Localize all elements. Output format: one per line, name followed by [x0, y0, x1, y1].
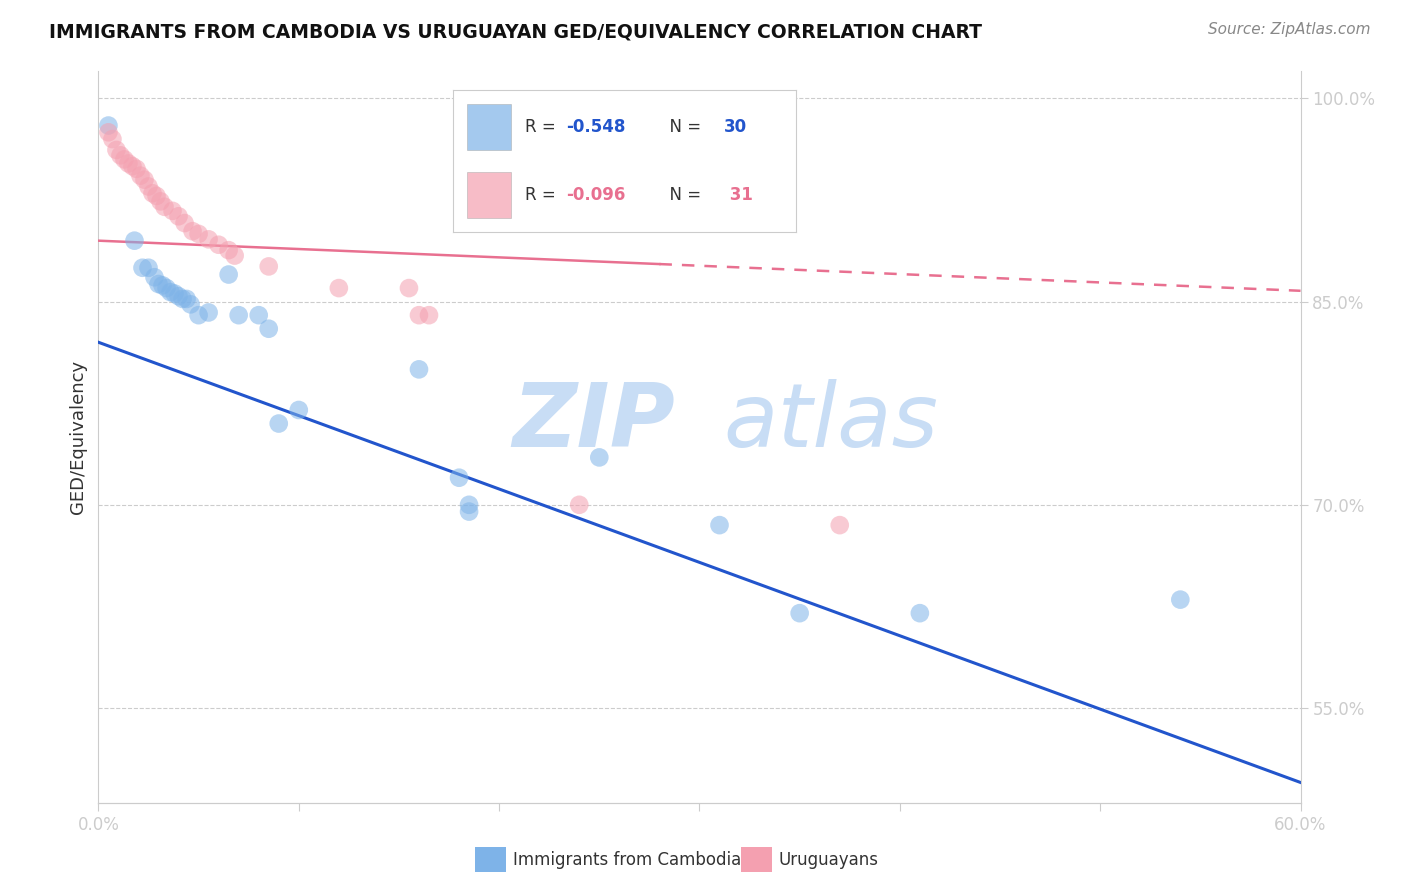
Point	[588, 450, 610, 465]
Point	[138, 179, 160, 194]
Point	[408, 308, 430, 322]
Point	[149, 194, 172, 209]
Point	[141, 186, 163, 201]
Point	[172, 292, 194, 306]
Point	[197, 305, 219, 319]
Point	[125, 161, 148, 176]
Y-axis label: GED/Equivalency: GED/Equivalency	[69, 360, 87, 514]
Point	[187, 227, 209, 241]
Point	[110, 148, 132, 162]
Point	[181, 224, 204, 238]
Text: Source: ZipAtlas.com: Source: ZipAtlas.com	[1208, 22, 1371, 37]
Point	[418, 308, 440, 322]
Point	[162, 203, 184, 218]
Point	[187, 308, 209, 322]
Point	[163, 286, 186, 301]
Point	[131, 260, 153, 275]
Point	[180, 297, 202, 311]
Point	[97, 125, 120, 139]
Point	[148, 277, 170, 291]
Text: ZIP: ZIP	[513, 379, 675, 466]
Point	[134, 172, 156, 186]
Point	[176, 292, 198, 306]
Text: atlas: atlas	[724, 379, 938, 466]
Point	[117, 156, 139, 170]
Point	[218, 268, 240, 282]
Point	[167, 289, 190, 303]
Point	[458, 498, 481, 512]
Point	[97, 119, 120, 133]
Point	[328, 281, 350, 295]
Point	[789, 606, 811, 620]
Point	[228, 308, 250, 322]
Text: IMMIGRANTS FROM CAMBODIA VS URUGUAYAN GED/EQUIVALENCY CORRELATION CHART: IMMIGRANTS FROM CAMBODIA VS URUGUAYAN GE…	[49, 22, 983, 41]
Point	[121, 159, 143, 173]
Point	[167, 209, 190, 223]
Point	[257, 260, 280, 274]
Point	[143, 270, 166, 285]
Point	[1170, 592, 1192, 607]
Point	[447, 471, 470, 485]
Point	[247, 308, 270, 322]
Text: Uruguayans: Uruguayans	[779, 851, 879, 869]
Point	[129, 169, 152, 183]
Point	[568, 498, 591, 512]
Point	[218, 243, 240, 257]
Point	[153, 200, 176, 214]
Point	[224, 249, 246, 263]
Point	[288, 403, 311, 417]
Text: Immigrants from Cambodia: Immigrants from Cambodia	[513, 851, 741, 869]
Point	[101, 132, 124, 146]
Point	[828, 518, 851, 533]
Point	[114, 153, 136, 167]
Point	[257, 322, 280, 336]
Point	[155, 281, 177, 295]
Point	[267, 417, 290, 431]
Point	[458, 505, 481, 519]
Point	[197, 232, 219, 246]
Point	[709, 518, 731, 533]
Point	[138, 260, 160, 275]
Point	[408, 362, 430, 376]
Point	[159, 285, 181, 300]
Point	[908, 606, 931, 620]
Point	[173, 216, 195, 230]
Point	[398, 281, 420, 295]
Point	[152, 278, 174, 293]
Point	[105, 143, 128, 157]
Point	[145, 189, 167, 203]
Point	[208, 237, 231, 252]
Point	[124, 234, 146, 248]
